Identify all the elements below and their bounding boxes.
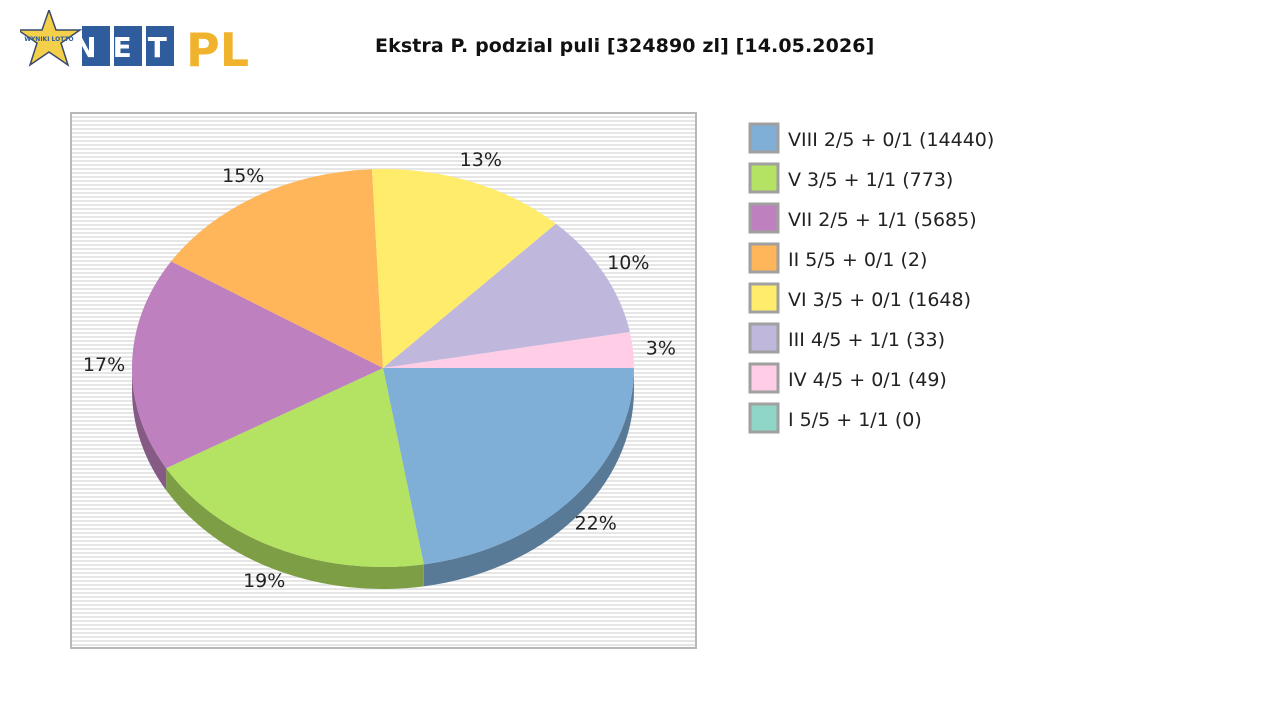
logo-net-tiles: NET <box>73 26 183 66</box>
pie-slice-side-1 <box>423 368 634 587</box>
legend-swatch-8 <box>748 402 780 434</box>
legend-swatch-5 <box>748 282 780 314</box>
legend-swatch-2 <box>748 162 780 194</box>
pie-slice-1 <box>383 368 634 565</box>
legend-entry-2: V 3/5 + 1/1 (773) <box>788 169 953 191</box>
legend-swatch-4 <box>748 242 780 274</box>
legend-swatch-1 <box>748 122 780 154</box>
pie-slice-7 <box>383 331 634 368</box>
star-icon <box>20 10 83 67</box>
pie-slice-3 <box>132 261 383 469</box>
legend-entry-6: III 4/5 + 1/1 (33) <box>788 329 945 351</box>
pie-slice-2 <box>166 368 424 567</box>
logo-net-text: NET <box>73 31 183 64</box>
pie-slice-6 <box>383 223 630 368</box>
pie-slice-side-3 <box>132 368 167 491</box>
legend-entry-1: VIII 2/5 + 0/1 (14440) <box>788 129 994 151</box>
pie-label-7: 3% <box>646 338 676 360</box>
legend-entry-5: VI 3/5 + 0/1 (1648) <box>788 289 971 311</box>
pie-slice-side-2 <box>166 468 424 590</box>
legend-entry-7: IV 4/5 + 0/1 (49) <box>788 369 947 391</box>
legend-swatch-3 <box>748 202 780 234</box>
netpl-logo: WYNIKI LOTTO NET PL <box>20 10 249 72</box>
pie-label-3: 17% <box>83 354 125 376</box>
pie-label-4: 15% <box>222 165 264 187</box>
legend-entry-8: I 5/5 + 1/1 (0) <box>788 409 922 431</box>
legend-swatch-6 <box>748 322 780 354</box>
logo-badge-text: WYNIKI LOTTO <box>24 36 73 43</box>
pie-label-2: 19% <box>243 570 285 592</box>
legend-entry-3: VII 2/5 + 1/1 (5685) <box>788 209 977 231</box>
pie-slice-4 <box>171 169 383 368</box>
pie-label-5: 13% <box>460 149 502 171</box>
legend-entry-4: II 5/5 + 0/1 (2) <box>788 249 927 271</box>
pie-label-6: 10% <box>607 252 649 274</box>
logo-pl-text: PL <box>186 23 249 72</box>
legend-swatch-7 <box>748 362 780 394</box>
pie-slice-5 <box>371 169 556 368</box>
pie-label-1: 22% <box>575 512 617 534</box>
chart-title: Ekstra P. podzial puli [324890 zl] [14.0… <box>375 35 875 57</box>
